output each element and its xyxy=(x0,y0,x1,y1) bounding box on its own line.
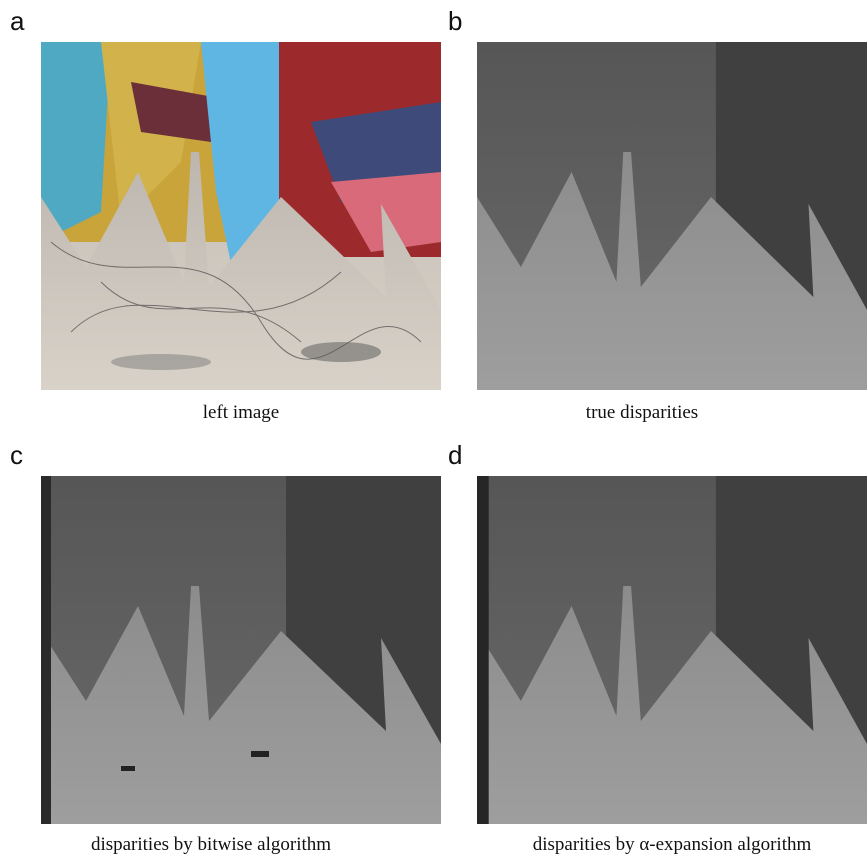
bitwise-disparity-map xyxy=(41,476,441,824)
true-disparity-map xyxy=(477,42,867,390)
figure-page: {"panels": [ {"label": "a", "caption": "… xyxy=(0,0,867,864)
caption: disparities by α-expansion algorithm xyxy=(477,834,867,856)
alpha-expansion-disparity-map xyxy=(477,476,867,824)
left-image xyxy=(41,42,441,390)
panel-label: d xyxy=(448,440,462,471)
panel-label: b xyxy=(448,6,462,37)
caption: true disparities xyxy=(477,402,807,424)
caption: left image xyxy=(41,402,441,424)
panel-label: c xyxy=(10,440,23,471)
caption: disparities by bitwise algorithm xyxy=(41,834,381,856)
panel-label: a xyxy=(10,6,24,37)
